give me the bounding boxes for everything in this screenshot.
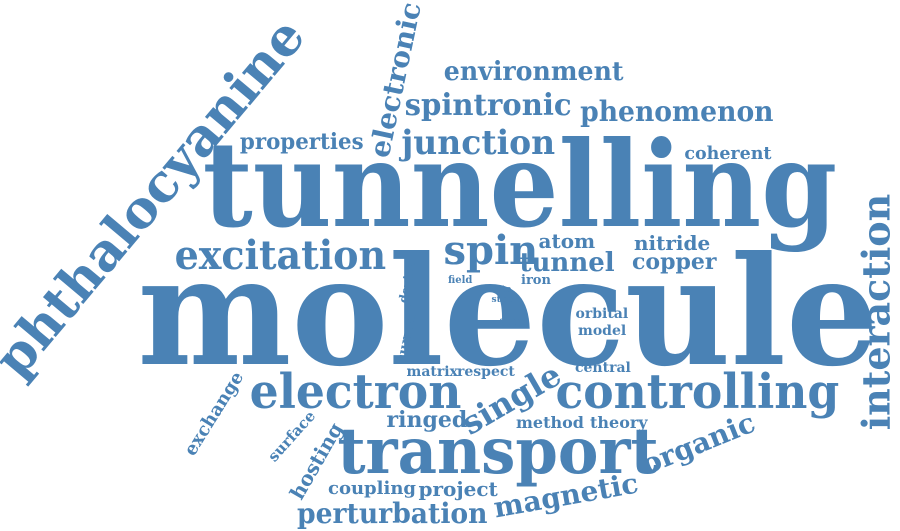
word-iron: iron bbox=[521, 272, 551, 288]
word-perturbation: perturbation bbox=[296, 497, 488, 530]
word-respect: respect bbox=[457, 364, 515, 380]
word-theory: theory bbox=[590, 413, 648, 432]
word-project: project bbox=[418, 477, 498, 501]
word-orbital: orbital bbox=[575, 306, 629, 322]
word-copper: copper bbox=[632, 249, 717, 275]
word-properties: properties bbox=[239, 129, 364, 155]
word-tunnelling: tunnelling bbox=[202, 115, 838, 254]
word-acc: acc bbox=[499, 314, 526, 330]
word-transport: transport bbox=[337, 414, 659, 489]
word-ringed: ringed bbox=[386, 407, 468, 433]
word-molecule: molecule bbox=[137, 224, 879, 400]
word-nitride: nitride bbox=[634, 231, 711, 255]
word-spintronic: spintronic bbox=[404, 88, 572, 123]
word-phenomenon: phenomenon bbox=[580, 95, 774, 128]
word-interaction: interaction bbox=[852, 193, 898, 431]
word-tunnel: tunnel bbox=[519, 248, 615, 278]
word-junction: junction bbox=[401, 123, 556, 163]
word-step: step bbox=[491, 294, 513, 305]
word-controlling: controlling bbox=[554, 364, 839, 420]
word-site: site bbox=[493, 284, 512, 295]
word-method: method bbox=[516, 413, 584, 432]
word-environment: environment bbox=[443, 57, 624, 87]
word-electron: electron bbox=[249, 364, 461, 420]
word-central: central bbox=[575, 360, 631, 376]
word-coupling: coupling bbox=[328, 478, 416, 499]
word-model: model bbox=[578, 323, 627, 339]
word-atom: atom bbox=[538, 229, 596, 253]
word-matrix: matrix bbox=[406, 364, 458, 380]
word-spin: spin bbox=[443, 227, 539, 274]
word-coherent: coherent bbox=[684, 143, 772, 164]
word-field: field bbox=[448, 275, 473, 286]
word-excitation: excitation bbox=[174, 232, 386, 279]
